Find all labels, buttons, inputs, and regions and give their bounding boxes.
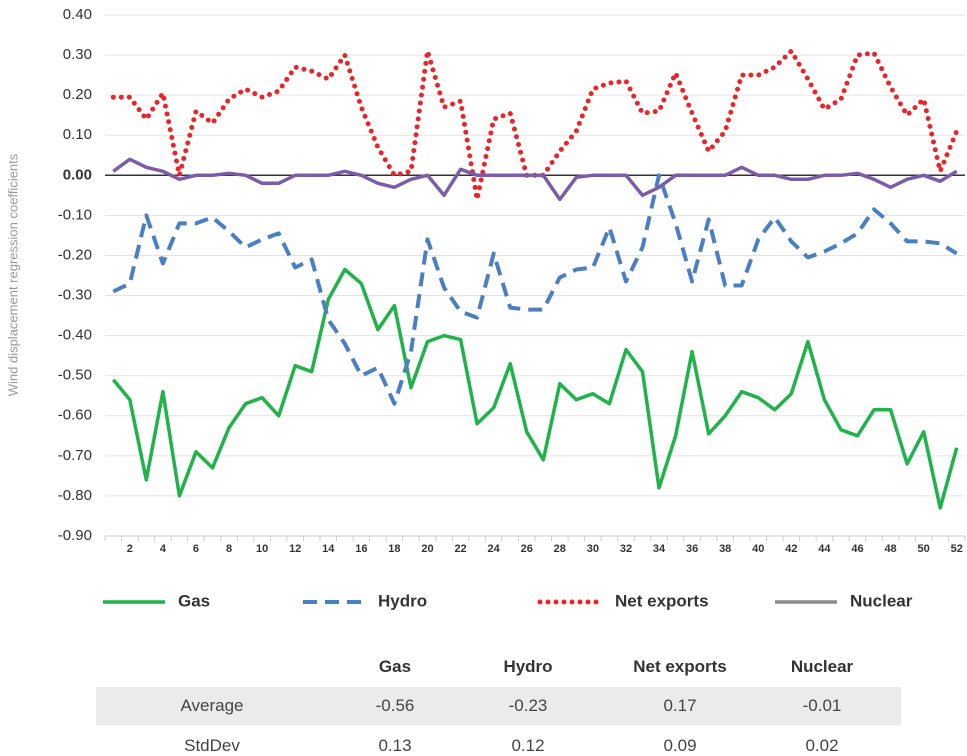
chart: Wind displacement regression coefficient… bbox=[5, 6, 966, 610]
x-tick-label: 14 bbox=[322, 543, 335, 555]
y-tick-label: -0.60 bbox=[58, 407, 92, 424]
x-tick-label: 52 bbox=[951, 543, 963, 555]
table-cell: 0.13 bbox=[378, 736, 412, 755]
table-cell: 0.12 bbox=[511, 736, 545, 755]
x-tick-label: 10 bbox=[256, 543, 268, 555]
y-tick-label: -0.90 bbox=[58, 527, 92, 544]
y-tick-label: -0.20 bbox=[58, 246, 92, 263]
x-tick-label: 6 bbox=[193, 543, 199, 555]
x-tick-label: 42 bbox=[785, 543, 797, 555]
x-tick-label: 30 bbox=[587, 543, 599, 555]
x-tick-label: 50 bbox=[918, 543, 930, 555]
x-tick-label: 26 bbox=[521, 543, 533, 555]
legend-label: Gas bbox=[178, 591, 210, 610]
x-tick-label: 46 bbox=[851, 543, 863, 555]
y-tick-label: 0.00 bbox=[63, 166, 92, 183]
table-cell: 0.17 bbox=[663, 696, 697, 715]
x-tick-label: 28 bbox=[554, 543, 566, 555]
x-tick-label: 24 bbox=[488, 543, 501, 555]
x-tick-label: 36 bbox=[686, 543, 698, 555]
x-tick-label: 48 bbox=[884, 543, 896, 555]
y-tick-label: 0.10 bbox=[63, 126, 92, 143]
table-cell: -0.56 bbox=[375, 696, 415, 715]
y-tick-label: -0.40 bbox=[58, 327, 92, 344]
series-line bbox=[112, 157, 958, 202]
y-tick-label: 0.30 bbox=[63, 46, 92, 63]
x-tick-label: 16 bbox=[355, 543, 367, 555]
table-cell: -0.01 bbox=[802, 696, 842, 715]
x-tick-label: 18 bbox=[388, 543, 400, 555]
y-tick-label: 0.40 bbox=[63, 6, 92, 23]
series-line bbox=[110, 48, 960, 202]
table-cell: Net exports bbox=[633, 657, 727, 676]
y-tick-label: 0.20 bbox=[63, 86, 92, 103]
y-tick-label: -0.30 bbox=[58, 287, 92, 304]
table-cell: Average bbox=[180, 696, 244, 715]
x-tick-label: 4 bbox=[160, 543, 167, 555]
x-tick-label: 44 bbox=[818, 543, 831, 555]
series-line bbox=[112, 173, 958, 406]
table-cell: StdDev bbox=[184, 736, 240, 755]
series-line bbox=[111, 267, 959, 510]
x-tick-label: 40 bbox=[752, 543, 764, 555]
x-tick-label: 22 bbox=[454, 543, 466, 555]
y-tick-label: -0.70 bbox=[58, 447, 92, 464]
y-tick-label: -0.10 bbox=[58, 206, 92, 223]
y-axis-title: Wind displacement regression coefficient… bbox=[5, 153, 20, 396]
x-tick-label: 2 bbox=[127, 543, 133, 555]
x-tick-label: 38 bbox=[719, 543, 731, 555]
legend-label: Nuclear bbox=[850, 591, 913, 610]
legend-label: Net exports bbox=[615, 591, 709, 610]
table-cell: Gas bbox=[378, 657, 412, 676]
x-tick-label: 20 bbox=[421, 543, 433, 555]
table-cell: Hydro bbox=[503, 657, 553, 676]
row-band bbox=[96, 687, 901, 725]
table-cell: -0.23 bbox=[508, 696, 548, 715]
x-tick-label: 32 bbox=[620, 543, 632, 555]
table-cell: 0.02 bbox=[805, 736, 839, 755]
table-cell: 0.09 bbox=[663, 736, 697, 755]
legend-label: Hydro bbox=[378, 591, 427, 610]
table-cell: Nuclear bbox=[790, 657, 854, 676]
x-tick-label: 12 bbox=[289, 543, 301, 555]
y-tick-label: -0.80 bbox=[58, 487, 92, 504]
x-tick-label: 8 bbox=[226, 543, 232, 555]
x-tick-label: 34 bbox=[653, 543, 666, 555]
y-tick-label: -0.50 bbox=[58, 367, 92, 384]
